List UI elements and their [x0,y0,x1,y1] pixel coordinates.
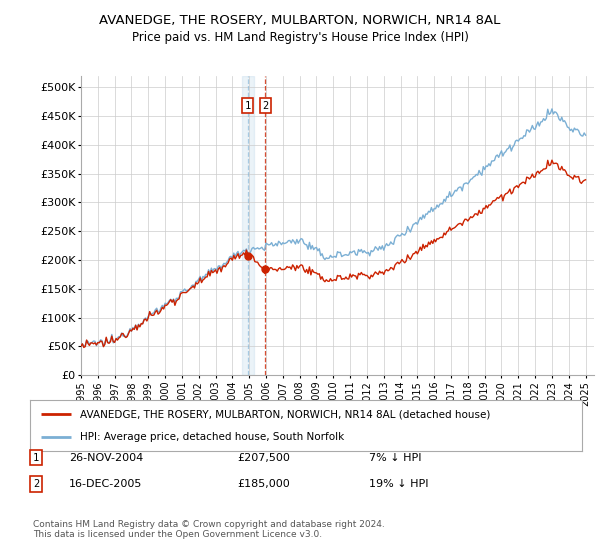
Text: 2: 2 [33,479,39,489]
Text: Contains HM Land Registry data © Crown copyright and database right 2024.
This d: Contains HM Land Registry data © Crown c… [33,520,385,539]
Text: 26-NOV-2004: 26-NOV-2004 [69,452,143,463]
Text: Price paid vs. HM Land Registry's House Price Index (HPI): Price paid vs. HM Land Registry's House … [131,31,469,44]
Text: 1: 1 [33,452,39,463]
Bar [242,76,254,375]
Text: 16-DEC-2005: 16-DEC-2005 [69,479,142,489]
Text: AVANEDGE, THE ROSERY, MULBARTON, NORWICH, NR14 8AL (detached house): AVANEDGE, THE ROSERY, MULBARTON, NORWICH… [80,409,490,419]
Text: £185,000: £185,000 [237,479,290,489]
Text: 1: 1 [245,101,251,110]
Text: £207,500: £207,500 [237,452,290,463]
Text: HPI: Average price, detached house, South Norfolk: HPI: Average price, detached house, Sout… [80,432,344,442]
Text: 7% ↓ HPI: 7% ↓ HPI [369,452,421,463]
Text: 2: 2 [262,101,268,110]
Text: AVANEDGE, THE ROSERY, MULBARTON, NORWICH, NR14 8AL: AVANEDGE, THE ROSERY, MULBARTON, NORWICH… [100,14,500,27]
Text: 19% ↓ HPI: 19% ↓ HPI [369,479,428,489]
